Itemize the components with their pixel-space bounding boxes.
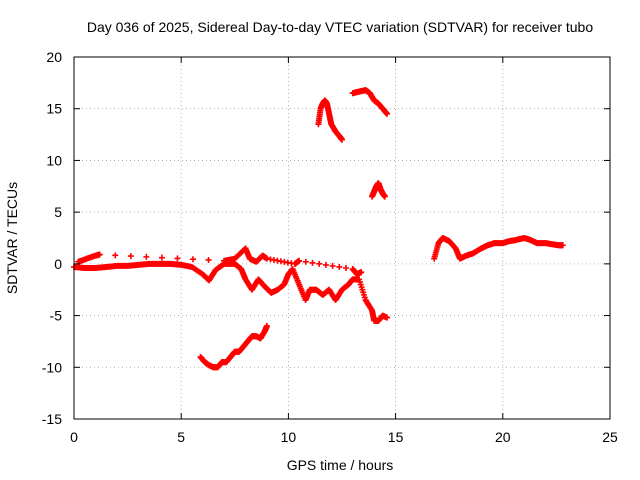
y-tick-label: 0	[54, 256, 62, 272]
data-point	[296, 257, 303, 264]
series-mid-cluster	[369, 180, 388, 200]
y-tick-label: 5	[54, 204, 62, 220]
chart-title: Day 036 of 2025, Sidereal Day-to-day VTE…	[87, 19, 594, 35]
data-point	[384, 314, 391, 321]
series-late-band	[431, 235, 566, 262]
y-tick-label: 15	[46, 101, 62, 117]
data-point	[329, 262, 336, 269]
data-point	[205, 256, 212, 263]
series-high-arc-a	[315, 97, 345, 143]
plot-frame	[73, 56, 611, 420]
x-tick-label: 20	[495, 429, 511, 445]
data-point	[381, 193, 388, 200]
series-band-main	[71, 260, 391, 324]
data-point	[302, 258, 309, 265]
series-high-arc-b	[349, 87, 391, 117]
x-axis-label: GPS time / hours	[287, 457, 394, 473]
data-point	[143, 253, 150, 260]
y-axis-label: SDTVAR / TECUs	[4, 182, 20, 294]
grid	[74, 57, 610, 419]
data-point	[127, 253, 134, 260]
data-point	[559, 242, 566, 249]
x-tick-label: 25	[602, 429, 618, 445]
y-tick-label: -5	[50, 308, 63, 324]
x-tick-label: 0	[70, 429, 78, 445]
data-point	[112, 252, 119, 259]
data-point	[322, 261, 329, 268]
data-point	[358, 269, 365, 276]
y-tick-label: -15	[42, 411, 62, 427]
x-tick-label: 10	[281, 429, 297, 445]
x-tick-label: 5	[177, 429, 185, 445]
data-point	[343, 264, 350, 271]
data-point	[316, 260, 323, 267]
axis-ticks: 0 5 10 15 20 25 -15 -10 -5 0 5 10 15 20	[42, 49, 618, 445]
x-tick-label: 15	[388, 429, 404, 445]
data-point	[96, 251, 103, 258]
series-arc-lower	[197, 322, 270, 371]
y-tick-label: 20	[46, 49, 62, 65]
data-point	[336, 263, 343, 270]
data-point	[263, 322, 270, 329]
data-point	[384, 110, 391, 117]
data-point	[309, 259, 316, 266]
data-points	[71, 87, 566, 371]
data-point	[174, 255, 181, 262]
data-point	[158, 254, 165, 261]
y-tick-label: -10	[42, 359, 62, 375]
y-tick-label: 10	[46, 152, 62, 168]
series-band-upper-spikes	[75, 245, 365, 278]
data-point	[339, 136, 345, 143]
data-point	[189, 256, 196, 263]
